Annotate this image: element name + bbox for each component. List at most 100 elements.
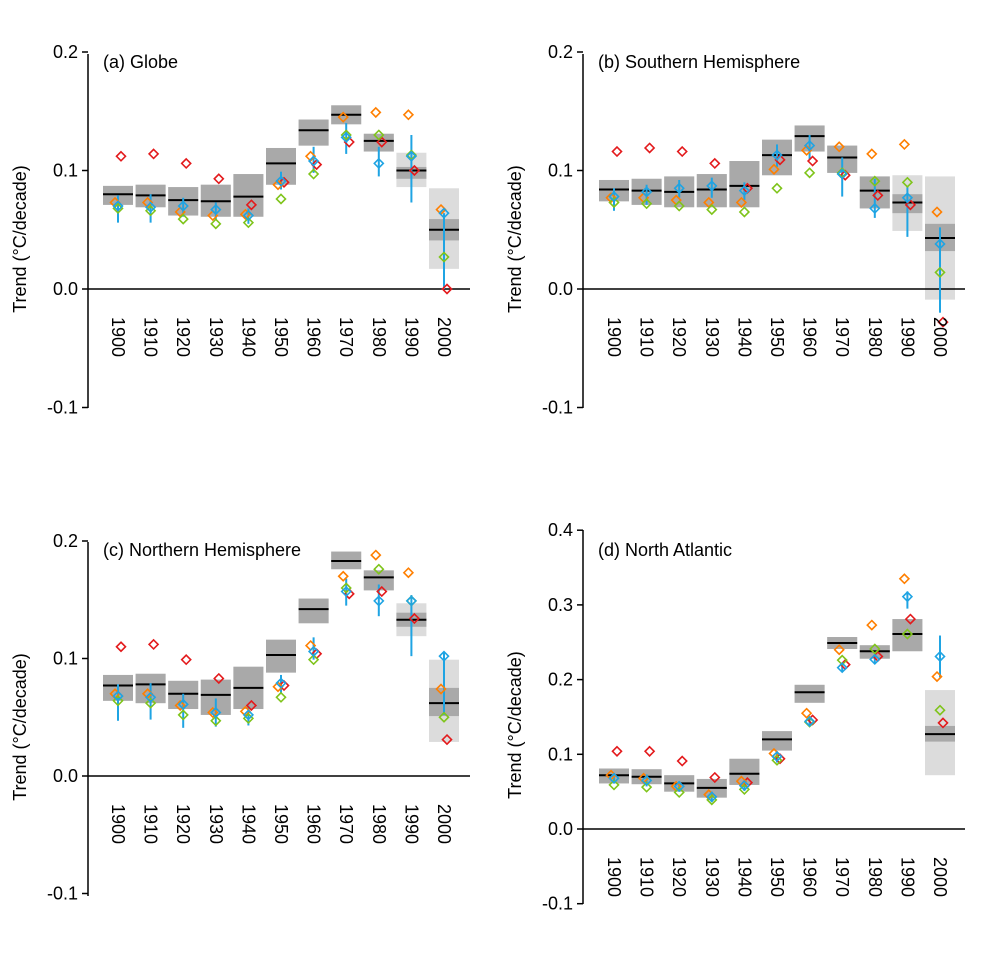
data-point — [898, 573, 911, 585]
panel-title: (c) Northern Hemisphere — [103, 540, 301, 560]
x-category-label: 1920 — [669, 857, 689, 897]
data-point — [605, 192, 617, 204]
data-point — [438, 711, 450, 723]
inner-box — [794, 684, 825, 703]
data-point — [373, 595, 385, 607]
data-point — [774, 753, 786, 765]
data-point — [836, 662, 848, 674]
x-category-label: 1960 — [800, 857, 820, 897]
data-point — [803, 139, 816, 152]
x-category-label: 1940 — [734, 317, 754, 357]
x-category-label: 1960 — [304, 317, 324, 357]
data-point — [673, 786, 685, 799]
x-category-label: 1970 — [336, 317, 356, 357]
data-point — [643, 745, 656, 757]
data-point — [242, 709, 255, 721]
data-point — [640, 774, 653, 787]
data-point — [898, 138, 911, 151]
x-category-label: 2000 — [434, 804, 454, 844]
data-point — [115, 641, 127, 653]
x-category-label: 1980 — [369, 317, 389, 357]
x-category-label: 1950 — [767, 317, 787, 357]
data-point — [869, 175, 881, 187]
data-point — [673, 182, 685, 194]
x-category-label: 1930 — [206, 317, 226, 357]
x-category-label: 1940 — [734, 857, 754, 897]
y-tick-label: 0.2 — [53, 531, 78, 551]
data-point — [901, 628, 914, 640]
x-category-label: 1940 — [238, 804, 258, 844]
data-point — [272, 681, 284, 693]
data-point — [112, 695, 124, 707]
data-point — [213, 173, 225, 185]
data-point — [376, 585, 388, 598]
data-point — [307, 645, 320, 658]
data-point — [608, 196, 620, 209]
y-axis-label: Trend (°C/decade) — [505, 165, 525, 313]
data-point — [242, 217, 255, 229]
data-point — [177, 698, 189, 710]
x-category-label: 2000 — [930, 857, 950, 897]
x-category-label: 1910 — [141, 804, 161, 844]
data-point — [239, 208, 252, 220]
data-point — [839, 169, 851, 181]
x-category-label: 1970 — [832, 857, 852, 897]
data-point — [738, 780, 751, 792]
data-point — [771, 149, 783, 161]
y-tick-label: 0.2 — [548, 670, 573, 690]
data-point — [373, 157, 385, 170]
data-point — [213, 672, 225, 685]
data-point — [370, 549, 382, 561]
data-point — [307, 168, 320, 180]
panel-southern-hemisphere: -0.1 0.0 0.1 0.2 Trend (°C/decade) 1900 1910 19… — [505, 42, 965, 418]
x-category-label: 1900 — [108, 804, 128, 844]
data-point — [174, 699, 186, 712]
data-point — [836, 168, 848, 180]
data-point — [112, 200, 124, 212]
data-point — [640, 781, 653, 793]
data-point — [405, 150, 418, 162]
data-point — [408, 612, 421, 625]
data-point — [931, 670, 943, 683]
data-point — [144, 697, 157, 709]
data-point — [402, 567, 415, 579]
data-point — [210, 203, 222, 216]
data-point — [275, 677, 287, 689]
data-point — [310, 158, 323, 171]
y-tick-label: -0.1 — [542, 894, 573, 914]
data-point — [340, 129, 352, 141]
data-point — [836, 167, 848, 179]
data-point — [438, 650, 450, 662]
data-point — [210, 218, 222, 230]
data-point — [803, 167, 816, 179]
data-point — [402, 109, 415, 121]
data-point — [408, 164, 421, 177]
data-point — [245, 699, 258, 712]
x-category-label: 1910 — [637, 317, 657, 357]
x-category-label: 1920 — [173, 804, 193, 844]
data-point — [180, 654, 192, 666]
data-point — [245, 199, 258, 211]
data-point — [147, 148, 160, 160]
data-point — [144, 691, 157, 703]
x-category-label: 1990 — [401, 804, 421, 844]
data-point — [869, 202, 881, 215]
data-point — [304, 150, 317, 162]
data-point — [937, 717, 949, 729]
x-category-label: 1980 — [865, 317, 885, 357]
data-point — [177, 200, 189, 212]
panel-northern-hemisphere: -0.1 0.0 0.1 0.2 Trend (°C/decade) 1900 1910 19… — [10, 531, 470, 904]
data-point — [866, 619, 878, 631]
data-point — [180, 157, 192, 170]
data-point — [709, 771, 721, 784]
panel-title: (b) Southern Hemisphere — [598, 52, 800, 72]
data-point — [438, 251, 450, 263]
data-point — [340, 585, 352, 598]
data-point — [435, 683, 447, 695]
data-point — [800, 707, 813, 719]
x-category-label: 2000 — [930, 317, 950, 357]
x-category-label: 1990 — [897, 857, 917, 897]
data-point — [275, 691, 287, 703]
data-point — [901, 176, 914, 188]
